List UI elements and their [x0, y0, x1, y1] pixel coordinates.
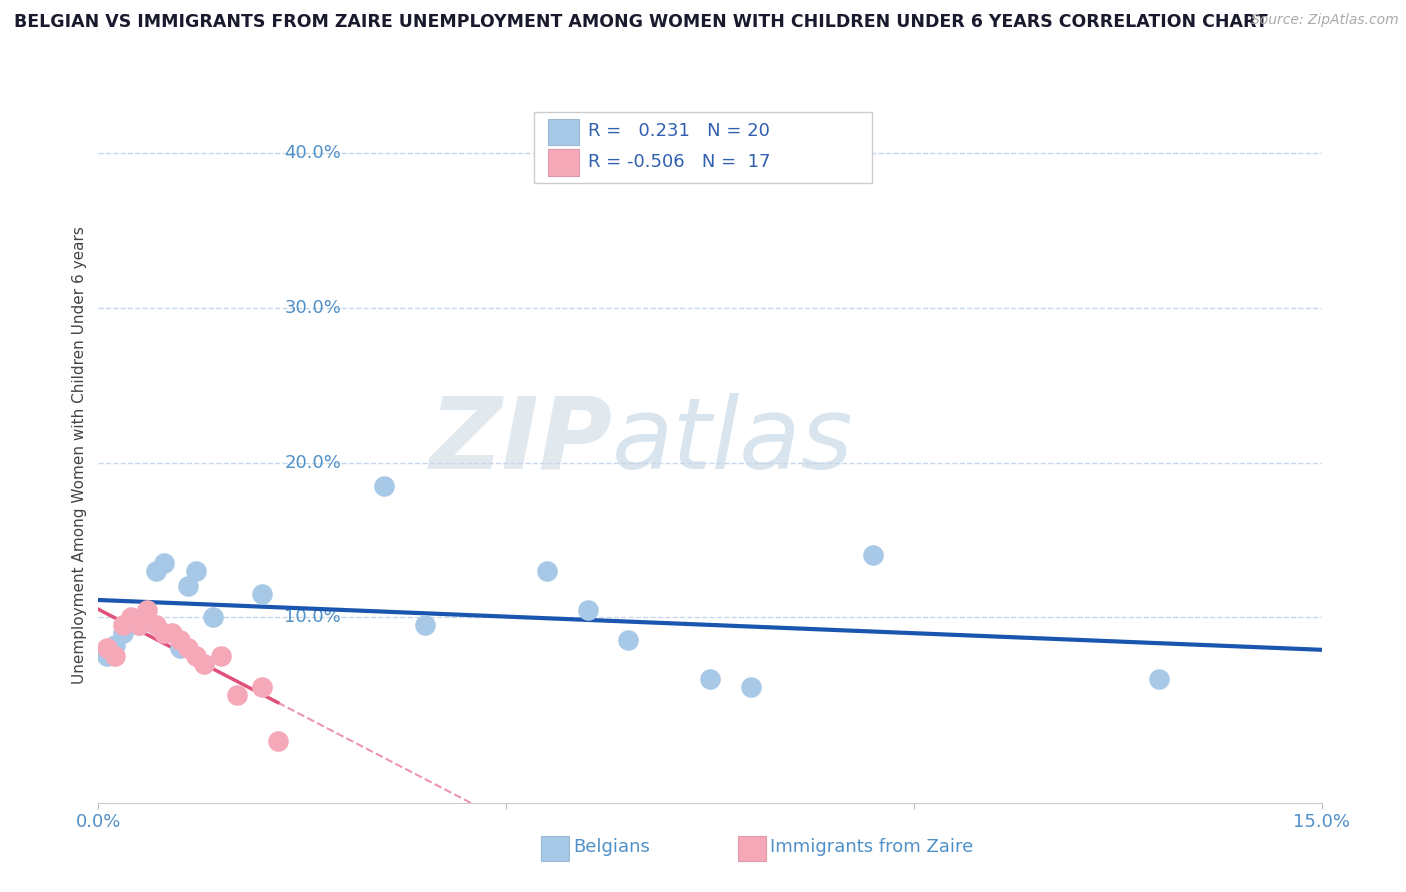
Y-axis label: Unemployment Among Women with Children Under 6 years: Unemployment Among Women with Children U…	[72, 226, 87, 684]
Text: 20.0%: 20.0%	[284, 454, 342, 472]
Point	[226, 688, 249, 702]
Point	[120, 610, 142, 624]
Point	[186, 564, 208, 578]
Point	[128, 618, 150, 632]
Point	[177, 579, 200, 593]
Point	[209, 648, 232, 663]
Point	[373, 479, 395, 493]
Point	[186, 648, 208, 663]
Point	[145, 618, 167, 632]
Text: Immigrants from Zaire: Immigrants from Zaire	[770, 838, 974, 856]
Point	[104, 638, 127, 652]
Text: R = -0.506   N =  17: R = -0.506 N = 17	[588, 153, 770, 171]
Point	[177, 641, 200, 656]
Point	[699, 672, 721, 686]
Text: 30.0%: 30.0%	[284, 299, 342, 317]
Point	[576, 602, 599, 616]
Point	[201, 610, 224, 624]
Point	[128, 618, 150, 632]
Point	[250, 587, 273, 601]
Text: BELGIAN VS IMMIGRANTS FROM ZAIRE UNEMPLOYMENT AMONG WOMEN WITH CHILDREN UNDER 6 : BELGIAN VS IMMIGRANTS FROM ZAIRE UNEMPLO…	[14, 13, 1268, 31]
Point	[169, 641, 191, 656]
Point	[193, 657, 215, 671]
Text: 40.0%: 40.0%	[284, 145, 342, 162]
Text: Source: ZipAtlas.com: Source: ZipAtlas.com	[1251, 13, 1399, 28]
Point	[250, 680, 273, 694]
Point	[152, 556, 174, 570]
Point	[169, 633, 191, 648]
Text: ZIP: ZIP	[429, 392, 612, 490]
Text: atlas: atlas	[612, 392, 853, 490]
Point	[145, 564, 167, 578]
Point	[104, 648, 127, 663]
Point	[617, 633, 640, 648]
Point	[111, 625, 134, 640]
Point	[862, 549, 884, 563]
Point	[96, 641, 118, 656]
Point	[136, 602, 159, 616]
Point	[152, 625, 174, 640]
Point	[111, 618, 134, 632]
Text: R =   0.231   N = 20: R = 0.231 N = 20	[588, 122, 769, 140]
Point	[267, 734, 290, 748]
Point	[1147, 672, 1170, 686]
Text: Belgians: Belgians	[574, 838, 651, 856]
Point	[536, 564, 558, 578]
Point	[740, 680, 762, 694]
Point	[96, 648, 118, 663]
Point	[160, 625, 183, 640]
Text: 10.0%: 10.0%	[284, 608, 342, 626]
Point	[413, 618, 436, 632]
